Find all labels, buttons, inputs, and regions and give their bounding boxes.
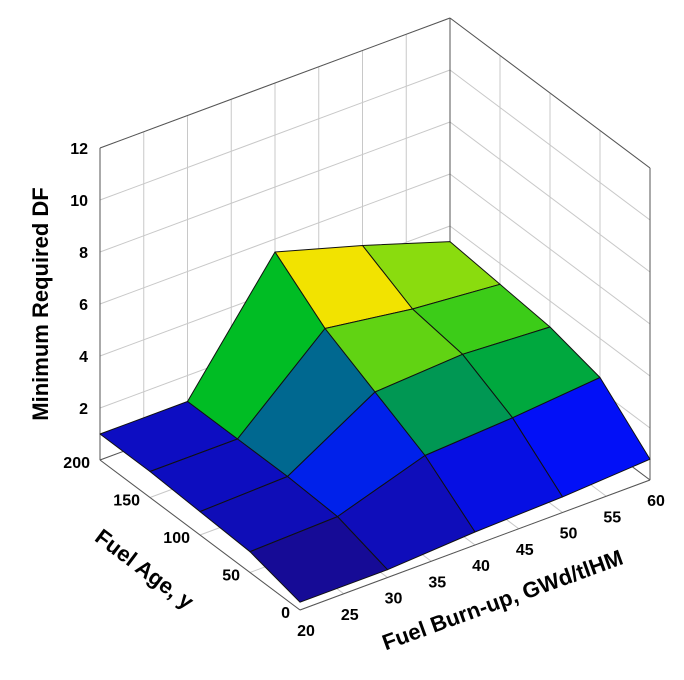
y-tick-label: 50 [222,568,240,585]
grid-line [99,69,451,201]
y-tick-label: 200 [63,455,90,472]
grid-line [449,121,651,273]
x-tick-label: 25 [341,607,359,624]
x-tick-label: 50 [560,526,578,543]
grid-line [449,225,651,377]
grid-line [99,173,451,305]
y-tick-label: 150 [113,493,140,510]
x-tick-label: 45 [516,542,534,559]
box-edge [99,17,451,149]
y-tick-label: 100 [163,530,190,547]
x-tick-label: 20 [297,623,315,640]
y-tick-label: 0 [281,605,290,622]
z-tick-label: 12 [70,141,88,158]
box-edge [299,479,651,611]
grid-line [449,173,651,325]
box-edge [99,459,301,611]
x-tick-label: 60 [647,493,665,510]
z-tick-label: 2 [79,401,88,418]
z-tick-label: 8 [79,245,88,262]
grid-line [99,121,451,253]
x-tick-label: 30 [385,591,403,608]
z-tick-label: 10 [70,193,88,210]
z-tick-label: 6 [79,297,88,314]
grid-line [449,69,651,221]
surface [99,241,651,603]
box-edge [449,17,651,169]
x-axis-label: Fuel Burn-up, GWd/tlHM [379,545,626,655]
z-tick-label: 4 [79,349,88,366]
x-tick-label: 55 [603,509,621,526]
x-tick-label: 40 [472,558,490,575]
x-tick-label: 35 [428,574,446,591]
surface-cell [249,516,388,603]
z-axis-label: Minimum Required DF [28,187,53,420]
